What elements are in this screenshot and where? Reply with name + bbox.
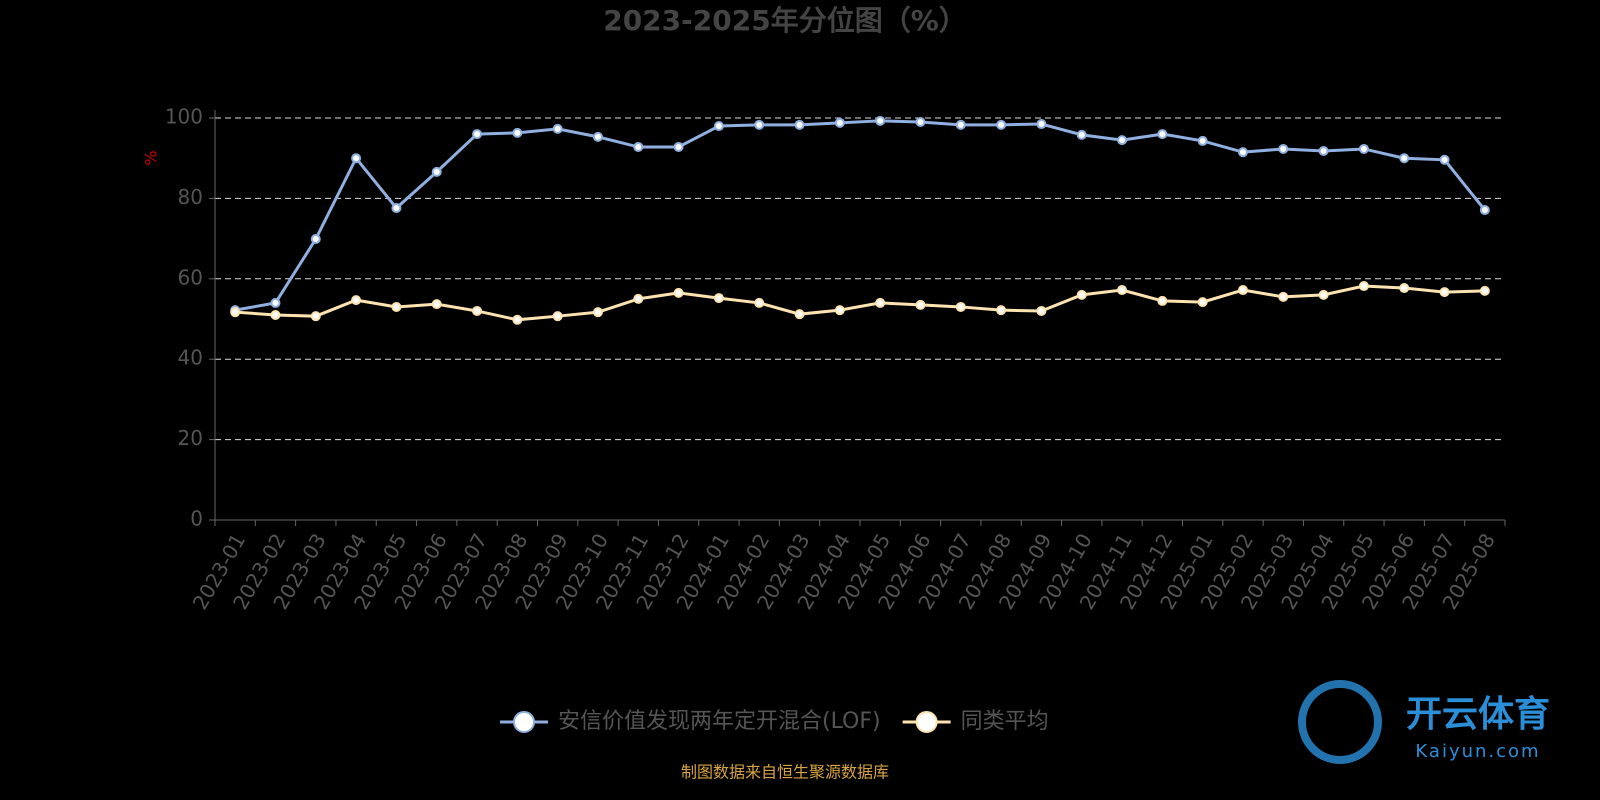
data-point	[270, 297, 281, 308]
legend-marker[interactable]	[915, 711, 938, 733]
data-point	[754, 297, 765, 308]
data-point	[1278, 143, 1289, 154]
legend-marker[interactable]	[513, 711, 535, 733]
data-point	[1399, 283, 1410, 294]
data-point	[310, 234, 321, 245]
legend-label[interactable]: 安信价值发现两年定开混合(LOF)	[558, 709, 881, 734]
data-point	[633, 141, 644, 152]
data-point	[592, 131, 603, 142]
data-point	[996, 119, 1007, 130]
data-point	[1197, 297, 1208, 308]
data-point	[955, 301, 966, 312]
data-point	[1479, 285, 1490, 296]
data-point	[1479, 205, 1490, 216]
chart-title: 2023-2025年分位图（%）	[603, 4, 967, 37]
data-point	[996, 305, 1007, 316]
y-axis-label: %	[142, 150, 161, 165]
data-point	[713, 121, 724, 132]
y-tick-label: 0	[190, 507, 203, 531]
data-point	[310, 311, 321, 322]
data-point	[472, 305, 483, 316]
data-point	[552, 123, 563, 134]
data-point	[230, 307, 241, 318]
data-point	[713, 293, 724, 304]
data-point	[834, 305, 845, 316]
data-point	[915, 299, 926, 310]
data-point	[955, 119, 966, 130]
data-point	[1076, 289, 1087, 300]
data-point	[673, 141, 684, 152]
data-point	[1278, 291, 1289, 302]
data-point	[1399, 153, 1410, 164]
data-point	[1237, 285, 1248, 296]
data-point	[754, 119, 765, 130]
series-line	[234, 119, 1487, 312]
data-point	[915, 117, 926, 128]
series-line	[235, 284, 1485, 322]
data-point	[1237, 147, 1248, 158]
data-point	[1318, 289, 1329, 300]
y-tick-label: 100	[165, 105, 203, 129]
watermark-brand: 开云体育	[1406, 694, 1550, 735]
data-point	[472, 129, 483, 140]
data-point	[1036, 305, 1047, 316]
watermark-logo	[1298, 680, 1382, 764]
data-point	[1036, 119, 1047, 130]
data-point	[1157, 129, 1168, 140]
data-point	[552, 311, 563, 322]
data-point	[1117, 135, 1128, 146]
legend-label[interactable]: 同类平均	[961, 709, 1049, 734]
data-point	[875, 115, 886, 126]
watermark-site: Kaiyun.com	[1415, 741, 1540, 762]
data-point	[431, 166, 442, 177]
data-point	[1439, 287, 1450, 298]
data-point	[1197, 135, 1208, 146]
data-point	[270, 309, 281, 320]
y-tick-label: 40	[178, 346, 203, 370]
data-point	[794, 119, 805, 130]
data-point	[633, 293, 644, 304]
data-point	[592, 307, 603, 318]
data-point	[1076, 129, 1087, 140]
data-point	[391, 301, 402, 312]
source-note: 制图数据来自恒生聚源数据库	[681, 763, 889, 782]
data-point	[794, 309, 805, 320]
y-tick-label: 20	[178, 426, 203, 450]
data-point	[351, 295, 362, 306]
data-point	[1318, 145, 1329, 156]
data-point	[1439, 154, 1450, 165]
data-point	[512, 314, 523, 325]
y-tick-label: 80	[178, 185, 203, 209]
data-point	[834, 117, 845, 128]
data-point	[391, 203, 402, 214]
data-point	[875, 297, 886, 308]
data-point	[431, 299, 442, 310]
data-point	[673, 287, 684, 298]
data-point	[1117, 285, 1128, 296]
data-point	[1358, 281, 1369, 292]
data-point	[351, 153, 362, 164]
data-point	[1157, 295, 1168, 306]
data-point	[1358, 143, 1369, 154]
data-point	[512, 127, 523, 138]
y-tick-label: 60	[178, 265, 203, 289]
